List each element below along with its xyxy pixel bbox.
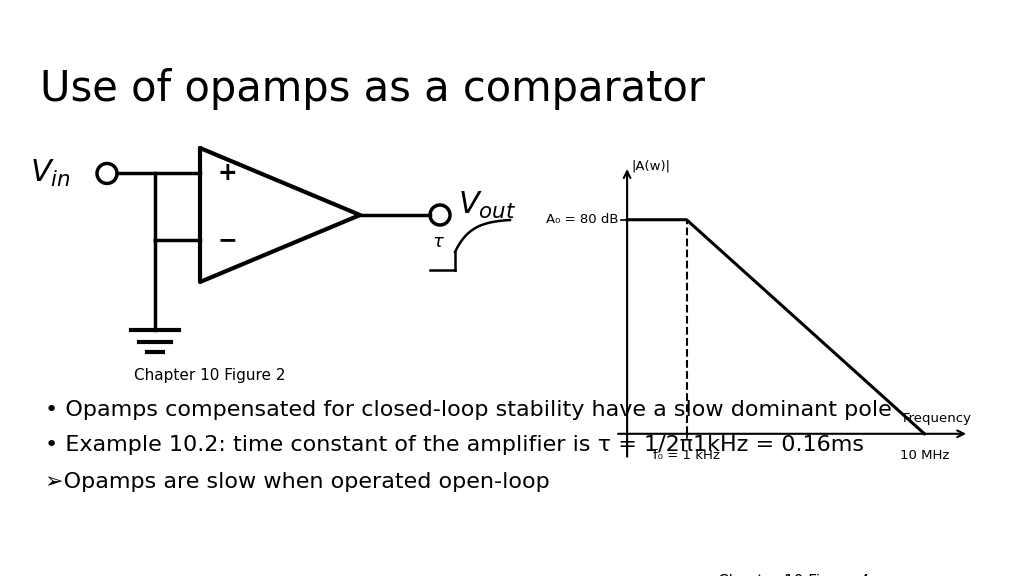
Text: A₀ = 80 dB: A₀ = 80 dB xyxy=(546,213,618,226)
Text: Chapter 10 Figure 2: Chapter 10 Figure 2 xyxy=(134,368,286,383)
Text: Use of opamps as a comparator: Use of opamps as a comparator xyxy=(40,68,705,110)
Text: $\tau$: $\tau$ xyxy=(432,233,444,251)
Text: ➢Opamps are slow when operated open-loop: ➢Opamps are slow when operated open-loop xyxy=(45,472,550,492)
Text: • Example 10.2: time constant of the amplifier is τ = 1/2π1kHz = 0.16ms: • Example 10.2: time constant of the amp… xyxy=(45,435,864,455)
Text: f₀ = 1 kHz: f₀ = 1 kHz xyxy=(653,449,720,462)
Text: Chapter 10 Figure 4: Chapter 10 Figure 4 xyxy=(718,574,869,576)
Text: Frequency: Frequency xyxy=(903,412,972,425)
Text: $V_{in}$: $V_{in}$ xyxy=(30,158,71,189)
Text: −: − xyxy=(218,229,238,252)
Text: |A(w)|: |A(w)| xyxy=(632,160,671,173)
Text: +: + xyxy=(218,161,238,185)
Text: $V_{out}$: $V_{out}$ xyxy=(458,190,516,221)
Text: 10 MHz: 10 MHz xyxy=(900,449,949,462)
Text: • Opamps compensated for closed-loop stability have a slow dominant pole: • Opamps compensated for closed-loop sta… xyxy=(45,400,892,420)
